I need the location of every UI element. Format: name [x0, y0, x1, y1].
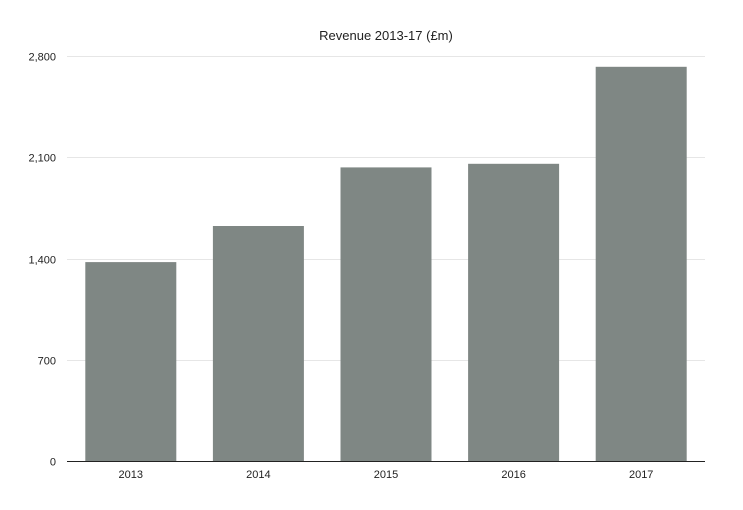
bar-2017 — [595, 66, 687, 462]
y-axis-tick-labels: 0 700 1,400 2,100 2,800 — [28, 52, 56, 469]
bar-2013 — [85, 262, 177, 461]
y-tick-label: 700 — [38, 356, 56, 368]
x-tick-label: 2016 — [501, 469, 525, 481]
x-tick-label: 2017 — [629, 469, 653, 481]
x-tick-label: 2014 — [246, 469, 270, 481]
chart-title: Revenue 2013-17 (£m) — [319, 28, 453, 43]
x-tick-label: 2015 — [374, 469, 398, 481]
y-tick-label: 2,100 — [28, 153, 56, 165]
bar-2014 — [212, 226, 304, 461]
x-tick-label: 2013 — [119, 469, 143, 481]
bar-2016 — [468, 163, 560, 462]
y-tick-label: 2,800 — [28, 52, 56, 64]
bar-2015 — [340, 167, 432, 461]
y-tick-label: 0 — [50, 457, 56, 469]
y-tick-label: 1,400 — [28, 255, 56, 267]
x-axis-tick-labels: 2013 2014 2015 2016 2017 — [119, 469, 654, 481]
bars — [85, 66, 687, 462]
